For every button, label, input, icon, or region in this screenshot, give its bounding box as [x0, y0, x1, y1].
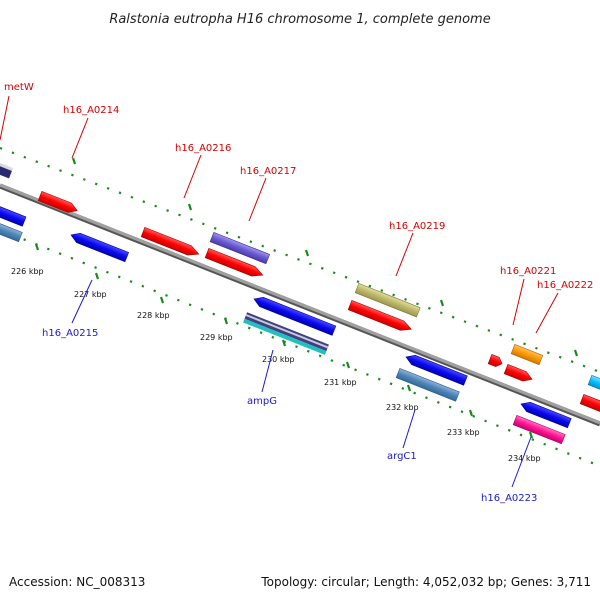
gene-feature[interactable]: [69, 230, 130, 263]
gene-feature[interactable]: [404, 352, 468, 386]
ruler-label: 227 kbp: [74, 290, 107, 299]
gene-feature[interactable]: [209, 231, 271, 265]
gene-feature[interactable]: [0, 205, 27, 227]
forward-strand-genes: [0, 158, 600, 414]
gene-label-h16-a0216[interactable]: h16_A0216: [175, 143, 231, 154]
outer-major-ticks: [71, 157, 579, 357]
gene-label-h16-a0214[interactable]: h16_A0214: [63, 105, 119, 116]
chromosome-backbone: [0, 183, 600, 425]
gene-feature[interactable]: [37, 190, 79, 215]
ruler-label: 231 kbp: [324, 378, 357, 387]
gene-label-h16-a0215[interactable]: h16_A0215: [42, 328, 98, 339]
gene-label-argC1[interactable]: argC1: [387, 451, 417, 462]
ruler-label: 229 kbp: [200, 333, 233, 342]
ruler-label: 228 kbp: [137, 311, 170, 320]
gene-feature[interactable]: [510, 343, 544, 366]
reverse-strand-genes: [0, 205, 572, 445]
gene-label-metW[interactable]: metW: [4, 82, 34, 93]
map-title: Ralstonia eutropha H16 chromosome 1, com…: [109, 12, 490, 27]
accession-text: Accession: NC_008313: [9, 575, 145, 589]
gene-feature[interactable]: [140, 226, 200, 258]
ruler-label: 226 kbp: [11, 267, 44, 276]
gene-feature[interactable]: [347, 299, 413, 334]
gene-feature[interactable]: [0, 158, 14, 179]
ruler-label: 232 kbp: [386, 403, 419, 412]
gene-label-h16-a0221[interactable]: h16_A0221: [500, 266, 556, 277]
gene-feature[interactable]: [204, 247, 264, 279]
gene-feature[interactable]: [503, 363, 534, 384]
ruler-label: 234 kbp: [508, 454, 541, 463]
gene-feature[interactable]: [0, 222, 23, 243]
gene-feature[interactable]: [579, 393, 600, 414]
gene-label-ampG[interactable]: ampG: [247, 396, 277, 407]
gene-feature[interactable]: [252, 294, 337, 336]
gene-label-h16-a0219[interactable]: h16_A0219: [389, 221, 445, 232]
gene-label-h16-a0223[interactable]: h16_A0223: [481, 493, 537, 504]
inner-major-ticks: [34, 243, 534, 439]
gene-feature[interactable]: [354, 282, 421, 318]
gene-label-h16-a0222[interactable]: h16_A0222: [537, 280, 593, 291]
gene-feature[interactable]: [395, 367, 460, 402]
gene-feature[interactable]: [243, 312, 329, 355]
outer-tick-ring: [0, 146, 600, 374]
gene-label-h16-a0217[interactable]: h16_A0217: [240, 166, 296, 177]
gene-labels: metW h16_A0214 h16_A0216 h16_A0217 h16_A…: [4, 82, 593, 504]
gene-feature[interactable]: [519, 399, 572, 429]
gene-feature[interactable]: [512, 414, 566, 445]
ruler-label: 230 kbp: [262, 355, 295, 364]
label-leaders: [0, 95, 559, 488]
gene-feature[interactable]: [487, 353, 504, 368]
ruler: 226 kbp 227 kbp 228 kbp 229 kbp 230 kbp …: [11, 267, 541, 463]
genome-summary-text: Topology: circular; Length: 4,052,032 bp…: [260, 575, 591, 589]
ruler-label: 233 kbp: [447, 428, 480, 437]
gene-feature[interactable]: [587, 374, 600, 393]
